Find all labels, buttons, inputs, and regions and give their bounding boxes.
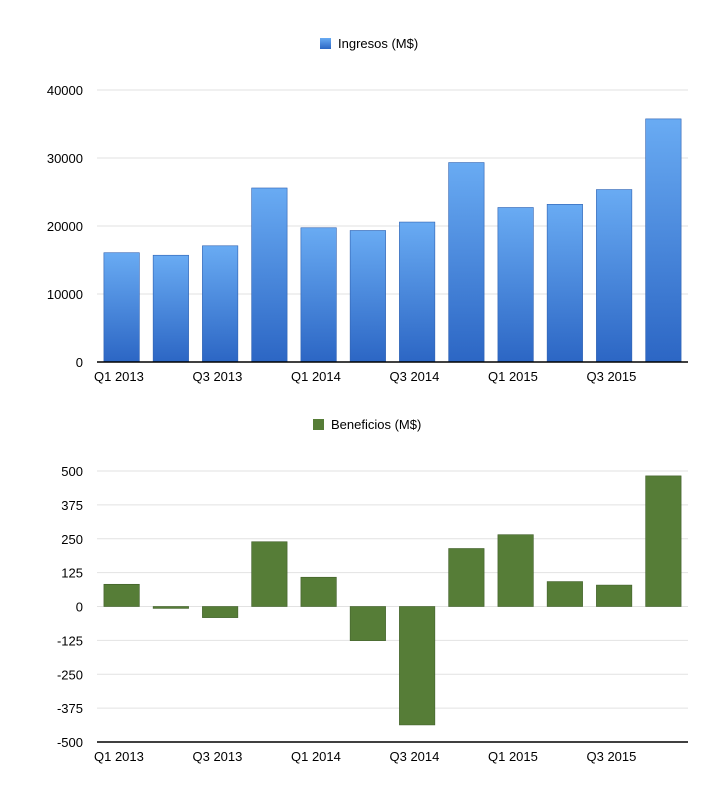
profit-x-tick-label: Q3 2014 bbox=[390, 749, 440, 764]
revenue-y-tick-label: 0 bbox=[76, 355, 83, 370]
profit-bar bbox=[546, 581, 583, 607]
profit-bar bbox=[596, 584, 633, 607]
revenue-bar bbox=[546, 204, 583, 363]
revenue-legend-label: Ingresos (M$) bbox=[338, 36, 418, 51]
profit-bar bbox=[300, 576, 337, 607]
profit-legend-label: Beneficios (M$) bbox=[331, 417, 421, 432]
revenue-bar bbox=[596, 189, 633, 363]
profit-y-tick-label: 375 bbox=[61, 498, 83, 513]
revenue-x-axis-ticks: Q1 2013 Q3 2013 Q1 2014 Q3 2014 Q1 2015 Q3 20… bbox=[94, 369, 636, 384]
profit-y-tick-label: -500 bbox=[57, 735, 83, 750]
revenue-bar bbox=[399, 221, 436, 363]
profit-bar bbox=[152, 606, 189, 609]
revenue-chart: Ingresos (M$) 0 10000 20000 30000 40000 Q1 2… bbox=[47, 36, 688, 384]
revenue-y-tick-label: 10000 bbox=[47, 287, 83, 302]
revenue-x-tick-label: Q1 2014 bbox=[291, 369, 341, 384]
profit-legend: Beneficios (M$) bbox=[313, 417, 421, 432]
profit-bar bbox=[202, 606, 239, 618]
profit-bar bbox=[645, 475, 682, 607]
profit-x-tick-label: Q1 2013 bbox=[94, 749, 144, 764]
profit-bar bbox=[103, 583, 140, 607]
profit-bar bbox=[251, 541, 288, 607]
revenue-y-axis-ticks: 0 10000 20000 30000 40000 bbox=[47, 83, 83, 370]
profit-y-tick-label: 125 bbox=[61, 566, 83, 581]
revenue-bar bbox=[152, 254, 189, 363]
revenue-x-tick-label: Q3 2014 bbox=[390, 369, 440, 384]
revenue-bar bbox=[497, 207, 534, 363]
profit-bar bbox=[399, 606, 436, 726]
revenue-x-tick-label: Q3 2013 bbox=[193, 369, 243, 384]
profit-y-tick-label: 250 bbox=[61, 532, 83, 547]
profit-chart: Beneficios (M$) -500 -375 -250 -125 0 125 250 3… bbox=[57, 417, 688, 764]
revenue-bar bbox=[448, 162, 485, 363]
revenue-bar bbox=[251, 187, 288, 363]
profit-bar bbox=[497, 534, 534, 607]
revenue-bar bbox=[103, 252, 140, 363]
revenue-x-tick-label: Q1 2015 bbox=[488, 369, 538, 384]
profit-bar bbox=[448, 548, 485, 607]
profit-x-axis-ticks: Q1 2013 Q3 2013 Q1 2014 Q3 2014 Q1 2015 Q3 20… bbox=[94, 749, 636, 764]
revenue-bar bbox=[202, 245, 239, 363]
profit-y-tick-label: 500 bbox=[61, 464, 83, 479]
revenue-x-tick-label: Q3 2015 bbox=[587, 369, 637, 384]
revenue-bar bbox=[349, 230, 386, 363]
revenue-y-tick-label: 20000 bbox=[47, 219, 83, 234]
profit-x-tick-label: Q1 2015 bbox=[488, 749, 538, 764]
profit-gridlines bbox=[97, 470, 688, 743]
revenue-y-tick-label: 30000 bbox=[47, 151, 83, 166]
profit-x-tick-label: Q1 2014 bbox=[291, 749, 341, 764]
profit-y-axis-ticks: -500 -375 -250 -125 0 125 250 375 500 bbox=[57, 464, 83, 750]
profit-y-tick-label: -375 bbox=[57, 701, 83, 716]
revenue-y-tick-label: 40000 bbox=[47, 83, 83, 98]
profit-bars bbox=[103, 475, 682, 726]
profit-x-tick-label: Q3 2015 bbox=[587, 749, 637, 764]
profit-y-tick-label: -250 bbox=[57, 667, 83, 682]
revenue-legend-swatch bbox=[320, 38, 331, 49]
revenue-legend: Ingresos (M$) bbox=[320, 36, 418, 51]
revenue-bars bbox=[103, 118, 682, 363]
profit-y-tick-label: 0 bbox=[76, 600, 83, 615]
revenue-bar bbox=[645, 118, 682, 363]
profit-legend-swatch bbox=[313, 419, 324, 430]
profit-x-tick-label: Q3 2013 bbox=[193, 749, 243, 764]
revenue-x-tick-label: Q1 2013 bbox=[94, 369, 144, 384]
profit-bar bbox=[349, 606, 386, 641]
revenue-bar bbox=[300, 227, 337, 363]
profit-y-tick-label: -125 bbox=[57, 633, 83, 648]
